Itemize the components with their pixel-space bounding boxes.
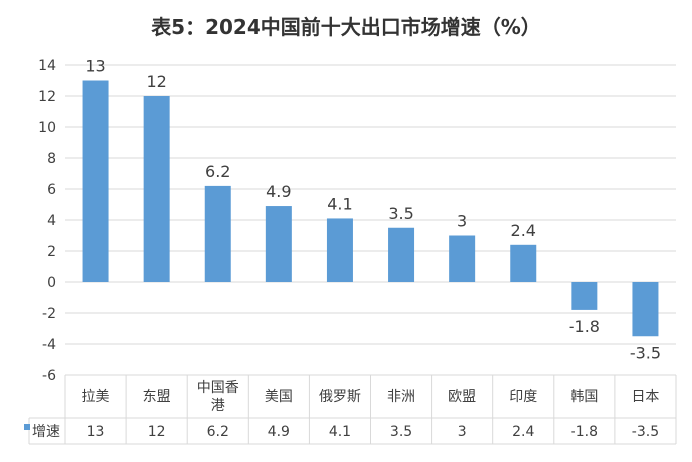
y-axis-ticks: 14 12 10 8 6 4 2 0 -2 -4 -6 bbox=[38, 58, 56, 384]
bar-美国 bbox=[265, 206, 292, 282]
bar-欧盟 bbox=[449, 235, 476, 282]
data-label: -3.5 bbox=[630, 343, 661, 362]
category-label: 欧盟 bbox=[448, 389, 476, 405]
category-label: 日本 bbox=[631, 389, 659, 405]
data-label: 13 bbox=[85, 57, 105, 76]
y-tick-label: -2 bbox=[42, 306, 56, 322]
data-label: 6.2 bbox=[205, 162, 230, 181]
data-label: 12 bbox=[146, 72, 166, 91]
data-label: -1.8 bbox=[569, 317, 600, 336]
y-tick-label: 6 bbox=[47, 182, 56, 198]
bars bbox=[82, 80, 659, 337]
data-label: 3.5 bbox=[388, 204, 413, 223]
bar-东盟 bbox=[143, 96, 170, 282]
table-value: 2.4 bbox=[512, 424, 534, 440]
y-tick-label: -4 bbox=[42, 337, 56, 353]
data-label: 3 bbox=[457, 212, 467, 231]
category-label: 东盟 bbox=[143, 389, 171, 405]
bar-印度 bbox=[510, 244, 537, 282]
data-label: 2.4 bbox=[511, 221, 536, 240]
category-label: 拉美 bbox=[82, 389, 110, 405]
table-value: -1.8 bbox=[571, 424, 598, 440]
bar-非洲 bbox=[388, 227, 415, 282]
y-tick-label: 12 bbox=[38, 89, 56, 105]
table-value: 13 bbox=[87, 424, 105, 440]
chart-title: 表5：2024中国前十大出口市场增速（%） bbox=[151, 15, 541, 39]
table-value: 3 bbox=[458, 424, 467, 440]
bar-日本 bbox=[632, 282, 659, 337]
y-tick-label: 14 bbox=[38, 58, 56, 74]
table-value: -3.5 bbox=[632, 424, 659, 440]
bar-中国香港 bbox=[204, 185, 231, 282]
category-label: 港 bbox=[211, 398, 225, 414]
series-name: 增速 bbox=[32, 424, 60, 440]
category-label: 中国香 bbox=[197, 380, 239, 396]
category-label: 俄罗斯 bbox=[319, 389, 361, 405]
y-tick-label: 4 bbox=[47, 213, 56, 229]
category-label: 非洲 bbox=[387, 389, 415, 405]
table-value: 4.9 bbox=[268, 424, 290, 440]
table-value: 3.5 bbox=[390, 424, 412, 440]
y-tick-label: 10 bbox=[38, 120, 56, 136]
bar-韩国 bbox=[571, 282, 598, 310]
y-tick-label: 2 bbox=[47, 244, 56, 260]
data-label: 4.1 bbox=[327, 194, 352, 213]
y-tick-label: -6 bbox=[42, 368, 56, 384]
table-value: 4.1 bbox=[329, 424, 351, 440]
category-label: 印度 bbox=[509, 389, 537, 405]
category-label: 美国 bbox=[265, 389, 293, 405]
y-tick-label: 0 bbox=[47, 275, 56, 291]
data-labels: 13 12 6.2 4.9 4.1 3.5 3 2.4 -1.8 -3.5 bbox=[85, 57, 661, 363]
category-label: 韩国 bbox=[570, 389, 598, 405]
table-value: 6.2 bbox=[207, 424, 229, 440]
legend-key bbox=[24, 424, 30, 430]
y-tick-label: 8 bbox=[47, 151, 56, 167]
data-label: 4.9 bbox=[266, 182, 291, 201]
table-value: 12 bbox=[148, 424, 166, 440]
bar-俄罗斯 bbox=[326, 218, 353, 282]
bar-拉美 bbox=[82, 80, 109, 282]
